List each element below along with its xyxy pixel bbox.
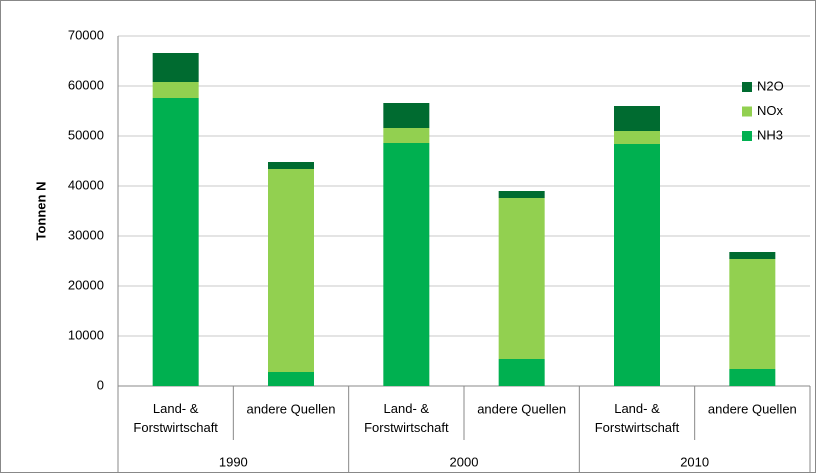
bar-segment: [729, 369, 776, 386]
y-tick-label: 30000: [68, 227, 104, 242]
x-tick-label: andere Quellen: [708, 401, 797, 416]
bar-segment: [383, 103, 430, 128]
legend-label: N2O: [757, 78, 784, 93]
legend-label: NH3: [757, 127, 783, 142]
legend-swatch: [742, 131, 752, 141]
bar-segment: [614, 131, 660, 144]
bar-segment: [268, 372, 314, 386]
y-tick-label: 60000: [68, 77, 104, 92]
group-label: 2000: [450, 454, 479, 469]
bar-segment: [383, 143, 430, 386]
x-tick-label: Land- & Forstwirtschaft: [595, 401, 680, 435]
y-axis-label: Tonnen N: [33, 182, 48, 241]
x-tick-label: Land- & Forstwirtschaft: [364, 401, 449, 435]
y-tick-label: 50000: [68, 127, 104, 142]
bar-segment: [383, 128, 430, 143]
bar-segment: [152, 98, 199, 386]
bar-segment: [614, 144, 660, 386]
group-label: 2010: [680, 454, 709, 469]
legend-swatch: [742, 82, 752, 92]
legend-label: NOx: [757, 103, 784, 118]
bar-segment: [268, 162, 314, 169]
bar-segment: [498, 198, 545, 359]
bar-segment: [152, 53, 199, 82]
y-tick-label: 20000: [68, 277, 104, 292]
bar-segment: [729, 259, 776, 369]
y-tick-label: 10000: [68, 327, 104, 342]
group-label: 1990: [219, 454, 248, 469]
y-tick-label: 70000: [68, 27, 104, 42]
y-tick-label: 0: [97, 377, 104, 392]
x-tick-label: Land- & Forstwirtschaft: [133, 401, 218, 435]
bar-segment: [498, 359, 545, 386]
bar-segment: [729, 252, 776, 259]
legend-swatch: [742, 106, 752, 117]
x-tick-label: andere Quellen: [247, 401, 336, 416]
bar-segment: [152, 82, 199, 98]
bar-segment: [498, 191, 545, 198]
bar-segment: [268, 169, 314, 372]
bar-segment: [614, 106, 660, 131]
x-tick-label: andere Quellen: [477, 401, 566, 416]
y-tick-label: 40000: [68, 177, 104, 192]
